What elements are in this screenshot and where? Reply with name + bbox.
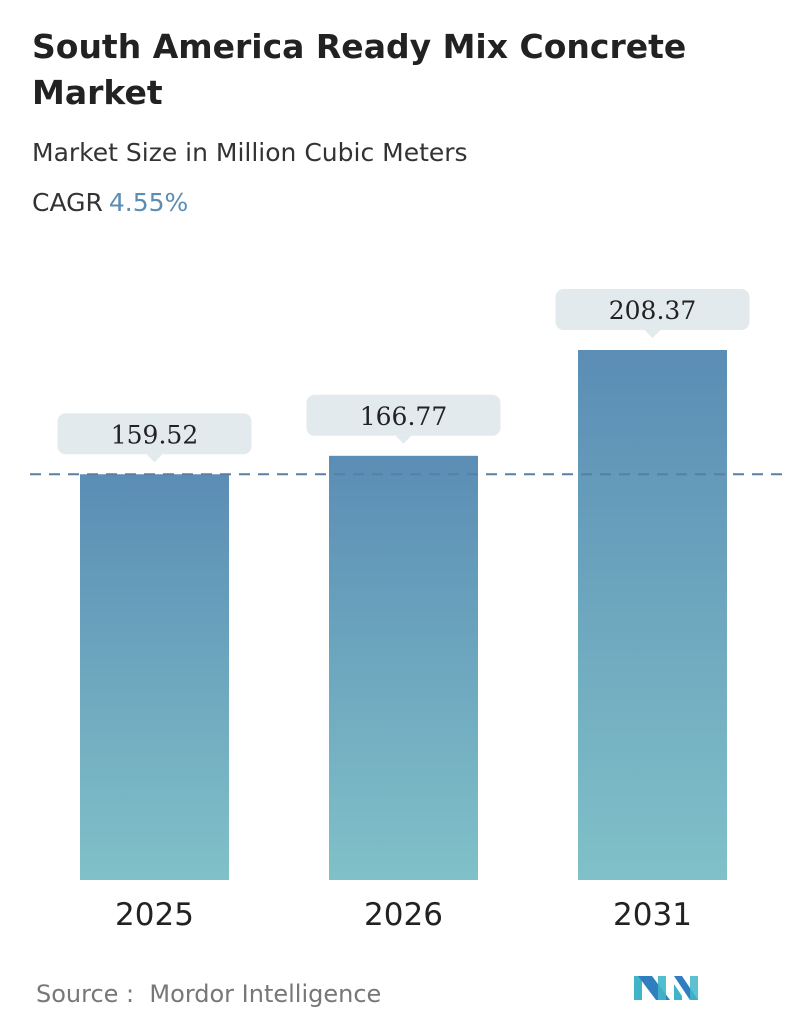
- bar-chart: 159.52 2025 166.77 2026 208.37 2031: [30, 289, 782, 933]
- source-value: Mordor Intelligence: [149, 980, 382, 1008]
- x-tick-label: 2026: [364, 897, 443, 933]
- cagr-value: 4.55%: [108, 188, 189, 217]
- data-label: 159.52: [111, 420, 198, 449]
- data-label-pointer: [644, 330, 661, 338]
- data-label-box: [555, 289, 750, 330]
- chart-title: South America Ready Mix Concrete Market: [32, 27, 687, 112]
- chart-subtitle: Market Size in Million Cubic Meters: [32, 138, 468, 167]
- cagr: CAGR 4.55%: [32, 188, 188, 217]
- cagr-label: CAGR: [32, 188, 103, 217]
- data-label: 208.37: [609, 296, 696, 325]
- data-label-pointer: [395, 435, 412, 444]
- data-label-pointer: [146, 454, 163, 463]
- x-tick-label: 2031: [613, 897, 692, 933]
- data-label-box: [57, 413, 252, 455]
- source: Source : Mordor Intelligence: [36, 980, 381, 1008]
- bar-2025: [80, 474, 229, 880]
- data-label: 166.77: [360, 402, 447, 431]
- source-label: Source :: [36, 980, 135, 1008]
- bar-2026: [329, 455, 478, 880]
- data-label-box: [306, 394, 501, 436]
- bar-2031: [578, 350, 727, 880]
- x-tick-label: 2025: [115, 897, 194, 933]
- mordor-logo-icon: [634, 976, 698, 1000]
